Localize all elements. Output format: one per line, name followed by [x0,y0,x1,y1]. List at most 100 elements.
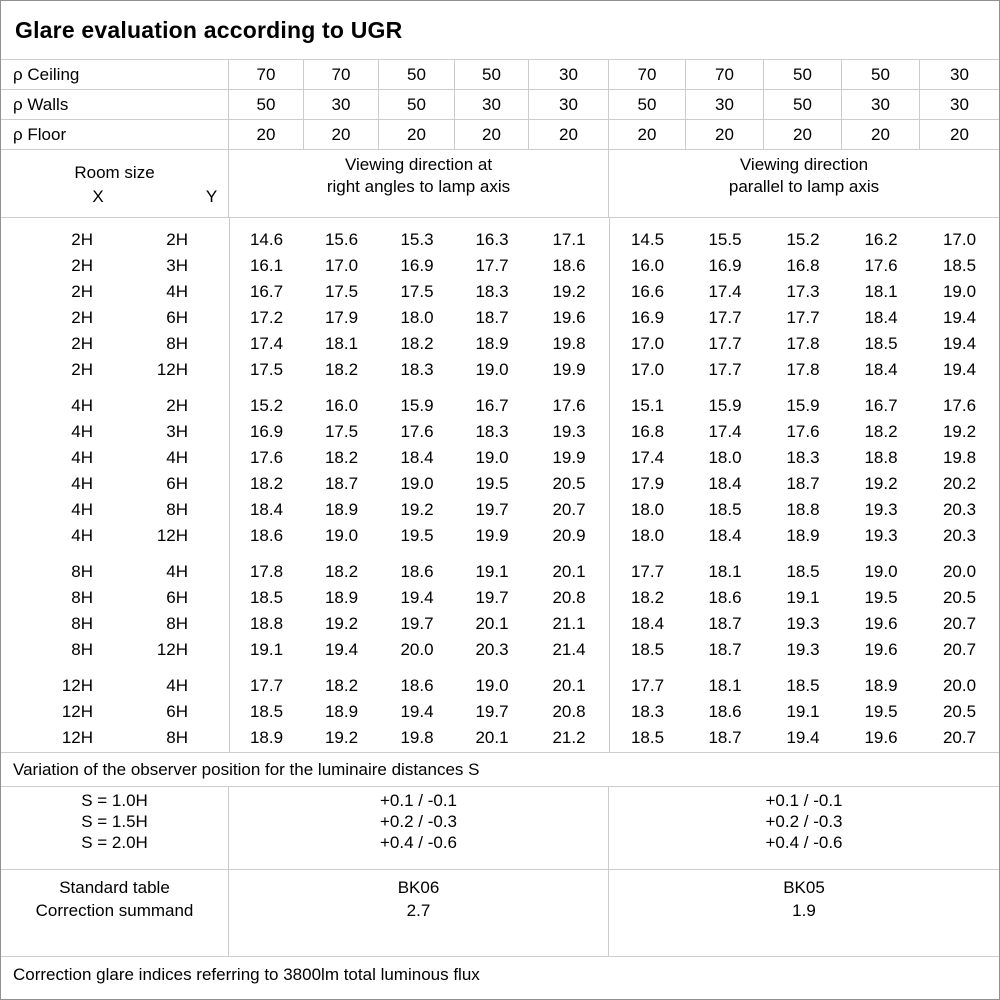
ugr-value-cell: 17.7 [708,334,742,353]
room-size-x-value: 4H [71,448,93,467]
ugr-value-cell: 20.1 [552,562,586,581]
room-size-y-value: 4H [166,676,188,695]
ugr-value-cell: 19.9 [475,526,509,545]
ugr-value-cell: 21.1 [552,614,586,633]
ugr-value-cell: 17.6 [249,448,284,467]
ugr-value-cell: 19.2 [864,474,898,493]
ugr-value-cell: 18.9 [324,588,359,607]
table-row: 8H 6H 18.5 18.9 19.4 19.7 20.8 18.2 18.6 19.1 19.5… [1,585,999,611]
ugr-value-cell: 17.8 [786,334,820,353]
ugr-value-cell: 19.1 [249,640,284,659]
room-size-y-value: 6H [166,702,188,721]
ugr-value-cell: 18.1 [708,676,742,695]
ugr-value-cell: 18.1 [324,334,359,353]
room-size-x-value: 4H [71,500,93,519]
ugr-value-cell: 18.2 [400,334,434,353]
s-correction-perpendicular: +0.4 / -0.6 [379,833,458,852]
ugr-value-cell: 17.2 [249,308,284,327]
ugr-value-cell: 18.5 [249,702,284,721]
ugr-value-cell: 19.3 [552,422,586,441]
ugr-value-cell: 20.0 [942,676,977,695]
ugr-value-cell: 20.3 [942,500,977,519]
s-correction-perpendicular: +0.1 / -0.1 [379,791,458,810]
ugr-value-cell: 18.7 [786,474,820,493]
ugr-value-cell: 18.9 [249,728,284,747]
reflectance-row-label: ρ Walls [1,90,229,119]
ugr-value-cell: 18.7 [475,308,509,327]
room-size-y-value: 12H [156,360,188,379]
ugr-value-cell: 20.7 [942,728,977,747]
reflectance-value-cell: 50 [455,60,529,89]
ugr-value-cell: 18.6 [249,526,284,545]
ugr-value-cell: 19.6 [864,614,898,633]
ugr-value-cell: 16.7 [475,396,509,415]
ugr-value-cell: 19.2 [324,614,359,633]
ugr-value-cell: 19.2 [942,422,977,441]
ugr-value-cell: 19.2 [400,500,434,519]
table-row: 4H 6H 18.2 18.7 19.0 19.5 20.5 17.9 18.4 18.7 19.2… [1,471,999,497]
ugr-value-cell: 17.7 [630,676,665,695]
ugr-value-cell: 19.4 [400,702,434,721]
table-row: 2H 4H 16.7 17.5 17.5 18.3 19.2 16.6 17.4 17.3 18.1… [1,279,999,305]
reflectance-value-cell: 70 [304,60,379,89]
ugr-value-cell: 15.2 [249,396,284,415]
viewing-parallel-line-2: parallel to lamp axis [728,177,880,196]
table-row: 12H 8H 18.9 19.2 19.8 20.1 21.2 18.5 18.7 19.4 19.… [1,725,999,751]
reflectance-rows: ρ Ceiling 70 70 50 50 30 70 70 50 50 30 ρ Walls 50 30… [1,60,999,150]
ugr-value-cell: 19.6 [864,640,898,659]
ugr-values-section: 2H 2H 14.6 15.6 15.3 16.3 17.1 14.5 15.5 15.2 16.2… [1,218,999,753]
ugr-value-cell: 18.9 [324,702,359,721]
room-size-y-value: 12H [156,526,188,545]
room-size-y-value: 4H [166,448,188,467]
ugr-value-cell: 20.1 [475,728,509,747]
ugr-value-cell: 20.8 [552,588,586,607]
ugr-value-cell: 17.7 [475,256,509,275]
ugr-value-cell: 18.4 [249,500,284,519]
room-size-x-value: 4H [71,526,93,545]
ugr-value-cell: 16.1 [249,256,284,275]
ugr-value-cell: 17.4 [249,334,284,353]
ugr-value-cell: 18.3 [400,360,434,379]
standard-value-perpendicular: BK06 [397,878,440,897]
ugr-value-cell: 19.3 [786,614,820,633]
ugr-value-cell: 19.0 [942,282,977,301]
ugr-value-cell: 20.9 [552,526,586,545]
standard-value-parallel: 1.9 [792,901,816,920]
ugr-value-cell: 18.2 [630,588,665,607]
table-row: 4H 2H 15.2 16.0 15.9 16.7 17.6 15.1 15.9 15.9 16.7… [1,393,999,419]
ugr-value-cell: 19.7 [475,588,509,607]
reflectance-value-cell: 70 [686,60,764,89]
ugr-value-cell: 18.2 [324,676,359,695]
column-header-row: Room size X Y Viewing direction at right… [1,150,999,218]
ugr-value-cell: 16.3 [475,230,509,249]
reflectance-value-cell: 70 [229,60,304,89]
ugr-value-cell: 19.7 [475,500,509,519]
ugr-value-cell: 17.4 [708,422,742,441]
ugr-value-cell: 19.4 [786,728,820,747]
ugr-value-cell: 17.0 [630,334,665,353]
ugr-value-cell: 19.1 [786,588,820,607]
ugr-value-cell: 18.5 [864,334,898,353]
ugr-value-cell: 19.5 [400,526,434,545]
table-row: 4H 4H 17.6 18.2 18.4 19.0 19.9 17.4 18.0 18.3 18.8… [1,445,999,471]
ugr-value-cell: 19.0 [864,562,898,581]
room-size-x-value: 12H [61,728,93,747]
ugr-value-cell: 18.5 [249,588,284,607]
ugr-value-cell: 18.5 [708,500,742,519]
ugr-value-cell: 17.5 [324,282,359,301]
room-size-x-value: 4H [71,396,93,415]
ugr-value-cell: 17.8 [786,360,820,379]
ugr-value-cell: 19.4 [942,308,977,327]
ugr-value-cell: 19.0 [324,526,359,545]
room-size-y-value: 3H [166,422,188,441]
ugr-value-cell: 19.4 [942,334,977,353]
ugr-value-cell: 19.6 [552,308,586,327]
ugr-value-cell: 18.0 [708,448,742,467]
ugr-value-cell: 20.5 [942,702,977,721]
room-size-x-value: 2H [71,334,93,353]
room-size-header: Room size X Y [1,150,229,217]
ugr-value-cell: 15.2 [786,230,820,249]
table-row: 2H 6H 17.2 17.9 18.0 18.7 19.6 16.9 17.7 17.7 18.4… [1,305,999,331]
room-size-y-value: 8H [166,334,188,353]
ugr-value-cell: 19.2 [552,282,586,301]
